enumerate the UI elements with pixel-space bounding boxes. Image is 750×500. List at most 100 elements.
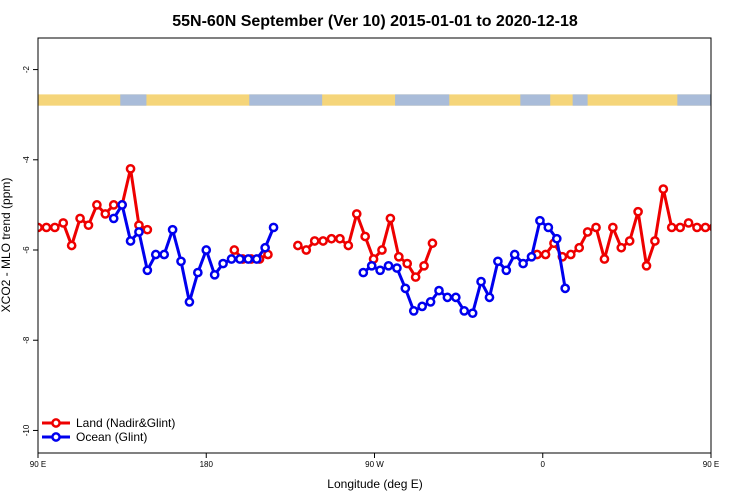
data-point: [543, 222, 554, 233]
series-line: [297, 212, 434, 279]
data-point: [633, 206, 643, 217]
data-point: [608, 222, 618, 233]
legend-marker: [51, 432, 61, 442]
data-point: [366, 260, 377, 271]
data-point: [358, 267, 369, 278]
data-point: [218, 258, 228, 269]
data-point: [150, 249, 161, 260]
ocean-band-segment: [249, 94, 323, 106]
series-ocean: [108, 200, 571, 319]
data-point: [427, 238, 438, 249]
x-axis-label: Longitude (deg E): [327, 477, 422, 491]
data-point: [83, 220, 94, 231]
data-point: [159, 249, 170, 260]
data-point: [551, 233, 562, 244]
data-point: [501, 265, 512, 276]
y-tick-label: -8: [22, 336, 31, 344]
x-axis: 90 E 180 90 W 0 90 E: [30, 453, 719, 469]
series-land: [38, 163, 750, 282]
y-axis: -2 -4 -6 -8 -10: [22, 65, 38, 436]
data-point: [108, 213, 119, 224]
legend-item: Land (Nadir&Glint): [42, 416, 175, 430]
ocean-band-segment: [677, 94, 711, 106]
data-point: [650, 236, 660, 246]
data-point: [400, 283, 411, 294]
data-point: [719, 219, 726, 226]
data-point: [574, 242, 585, 253]
data-point: [560, 283, 571, 294]
legend-label: Ocean (Glint): [76, 430, 147, 444]
data-point: [125, 236, 136, 246]
data-point: [493, 256, 503, 267]
data-point: [251, 254, 262, 264]
data-point: [125, 163, 136, 174]
data-point: [192, 267, 203, 278]
data-point: [260, 242, 270, 253]
data-point: [335, 233, 345, 244]
data-point: [417, 301, 428, 312]
data-point: [66, 240, 77, 251]
data-point: [375, 265, 385, 276]
data-point: [360, 231, 371, 242]
data-point: [351, 209, 362, 219]
data-point: [326, 233, 337, 244]
data-point: [467, 308, 478, 319]
data-point: [476, 276, 486, 287]
data-point: [540, 249, 551, 260]
data-point: [402, 258, 413, 269]
data-point: [641, 260, 652, 271]
data-point: [744, 219, 750, 226]
data-point: [301, 245, 312, 255]
legend-marker: [51, 418, 61, 428]
data-point: [484, 292, 495, 303]
data-point: [377, 245, 387, 255]
data-point: [343, 240, 354, 251]
y-tick-label: -6: [22, 246, 31, 254]
data-point: [591, 222, 601, 233]
data-point: [393, 251, 404, 262]
data-point: [565, 249, 576, 260]
data-point: [392, 263, 402, 273]
data-point: [58, 218, 69, 228]
data-point: [75, 213, 85, 224]
data-point: [666, 222, 677, 233]
data-point: [410, 272, 421, 282]
data-point: [92, 200, 102, 210]
y-tick-label: -10: [22, 424, 31, 436]
chart-title: 55N-60N September (Ver 10) 2015-01-01 to…: [172, 13, 578, 30]
y-axis-label: XCO2 - MLO trend (ppm): [0, 178, 13, 313]
data-point: [209, 269, 220, 280]
data-point: [176, 256, 186, 267]
data-point: [108, 200, 119, 210]
data-point: [184, 297, 195, 307]
data-point: [293, 240, 303, 251]
data-point: [201, 245, 212, 255]
data-point: [235, 254, 245, 264]
legend-label: Land (Nadir&Glint): [76, 416, 175, 430]
x-tick-label: 90 W: [365, 460, 384, 469]
data-point: [582, 227, 593, 237]
data-point: [526, 251, 537, 262]
legend-item: Ocean (Glint): [42, 430, 147, 444]
data-point: [268, 222, 279, 233]
data-point: [309, 236, 320, 246]
data-point: [167, 224, 178, 235]
data-point: [624, 236, 635, 246]
data-point: [117, 200, 127, 210]
x-tick-label: 180: [200, 460, 214, 469]
data-point: [419, 260, 429, 271]
ocean-band-segment: [572, 94, 588, 106]
data-point: [700, 222, 711, 233]
series-layer: [38, 163, 750, 319]
land-band: [38, 94, 711, 106]
data-point: [658, 184, 669, 194]
data-point: [425, 297, 436, 307]
data-point: [683, 218, 694, 228]
data-point: [318, 236, 328, 246]
ocean-band-segment: [120, 94, 147, 106]
x-tick-label: 90 E: [30, 460, 46, 469]
land-ocean-band: [38, 94, 711, 106]
ocean-band-segment: [520, 94, 551, 106]
data-point: [385, 213, 396, 224]
data-point: [509, 249, 520, 260]
